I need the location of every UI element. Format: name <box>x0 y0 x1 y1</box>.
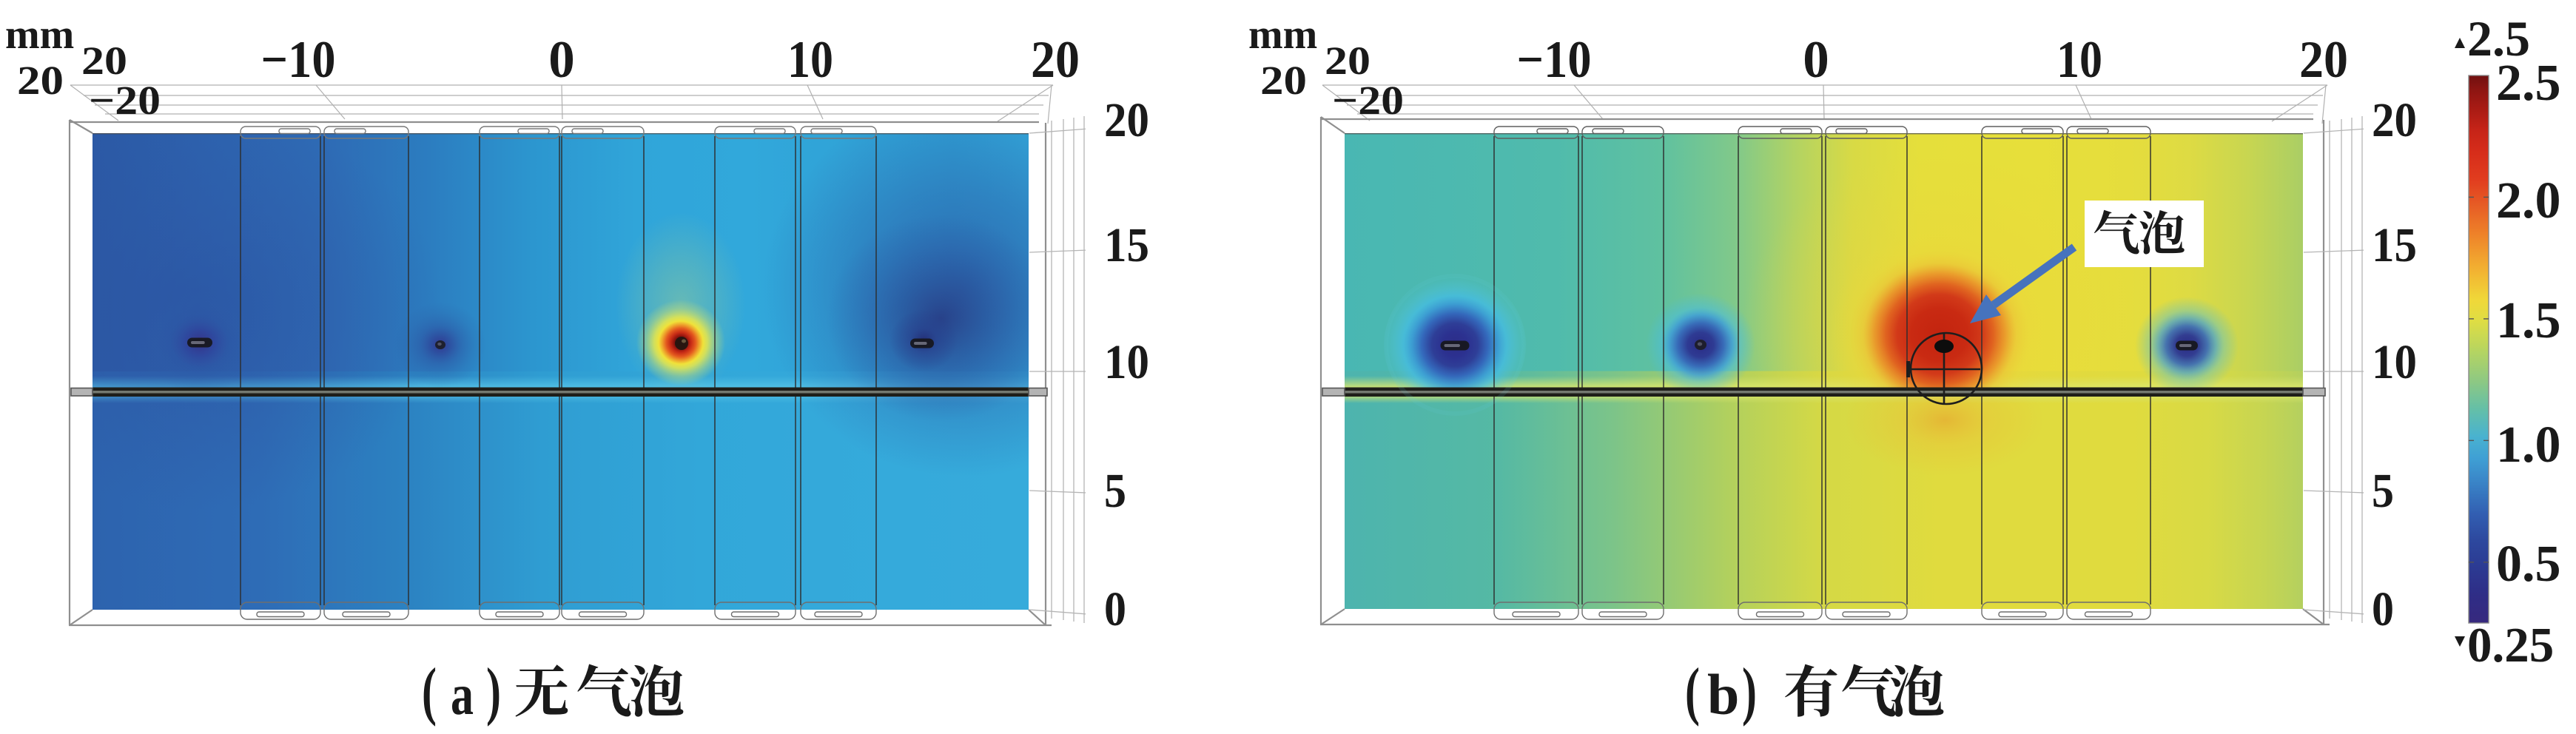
svg-text:0.5: 0.5 <box>2496 536 2561 593</box>
svg-text:(: ( <box>422 656 437 727</box>
svg-text:20: 20 <box>1325 38 1371 83</box>
svg-text:mm: mm <box>1248 12 1317 58</box>
svg-text:−20: −20 <box>1332 78 1404 123</box>
svg-text:0: 0 <box>1803 31 1829 89</box>
svg-text:10: 10 <box>1104 335 1149 389</box>
svg-text:−10: −10 <box>1517 31 1592 89</box>
svg-text:b: b <box>1707 662 1739 727</box>
svg-text:20: 20 <box>1260 58 1307 103</box>
svg-text:15: 15 <box>2372 218 2417 272</box>
svg-text:10: 10 <box>2372 335 2417 389</box>
svg-text:0: 0 <box>2372 582 2394 636</box>
svg-text:mm: mm <box>5 12 74 58</box>
svg-text:20: 20 <box>1031 31 1080 89</box>
svg-text:2.5: 2.5 <box>2467 10 2530 67</box>
svg-text:5: 5 <box>2372 464 2394 518</box>
svg-text:0: 0 <box>1104 582 1126 636</box>
svg-text:20: 20 <box>2299 31 2348 89</box>
svg-text:20: 20 <box>17 58 64 103</box>
svg-text:−20: −20 <box>89 78 161 123</box>
svg-text:): ) <box>486 656 501 727</box>
svg-text:5: 5 <box>1104 464 1126 518</box>
svg-text:a: a <box>451 662 474 727</box>
svg-text:15: 15 <box>1104 218 1149 272</box>
svg-text:(: ( <box>1685 656 1700 727</box>
svg-text:20: 20 <box>2372 93 2417 147</box>
svg-text:20: 20 <box>1104 93 1149 147</box>
svg-text:0.25: 0.25 <box>2467 618 2554 673</box>
svg-text:2.0: 2.0 <box>2496 172 2561 229</box>
svg-text:10: 10 <box>787 31 833 89</box>
svg-text:0: 0 <box>548 31 575 89</box>
svg-text:1.5: 1.5 <box>2496 292 2561 349</box>
svg-text:10: 10 <box>2057 31 2102 89</box>
svg-text:20: 20 <box>81 38 127 83</box>
svg-text:2.5: 2.5 <box>2496 55 2561 112</box>
svg-text:1.0: 1.0 <box>2496 417 2561 474</box>
svg-text:): ) <box>1742 656 1757 727</box>
svg-text:−10: −10 <box>261 31 336 89</box>
